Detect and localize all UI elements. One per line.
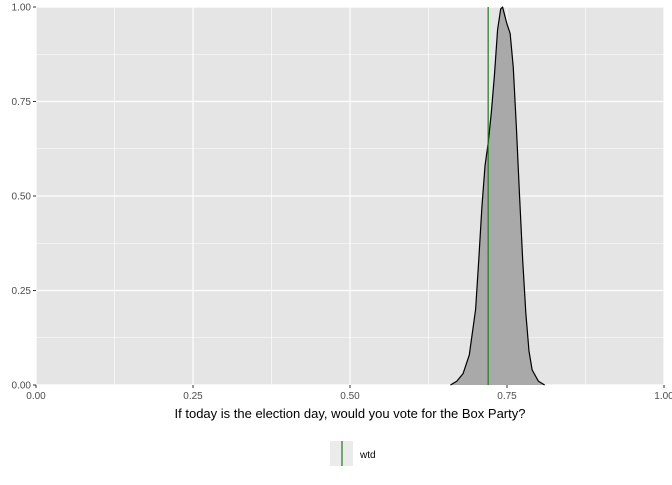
density-line [450,6,545,386]
legend-label-wtd: wtd [359,450,376,461]
y-tick-label: 0.00 [12,381,32,392]
x-tick-label: 0.75 [497,391,517,402]
x-tick-label: 1.00 [654,391,672,402]
y-tick-label: 0.50 [12,192,32,203]
y-axis: 0.00 0.25 0.50 0.75 1.00 [12,3,36,392]
legend: wtd [330,441,376,466]
x-tick-label: 0.25 [183,391,203,402]
x-axis-title: If today is the election day, would you … [175,406,526,421]
y-tick-label: 0.75 [12,97,32,108]
x-tick-label: 0.50 [340,391,360,402]
x-axis: 0.00 0.25 0.50 0.75 1.00 [26,385,672,402]
density-area [450,7,545,385]
y-tick-label: 1.00 [12,3,32,14]
x-tick-label: 0.00 [26,391,46,402]
density-marks [450,6,545,386]
y-tick-label: 0.25 [12,286,32,297]
